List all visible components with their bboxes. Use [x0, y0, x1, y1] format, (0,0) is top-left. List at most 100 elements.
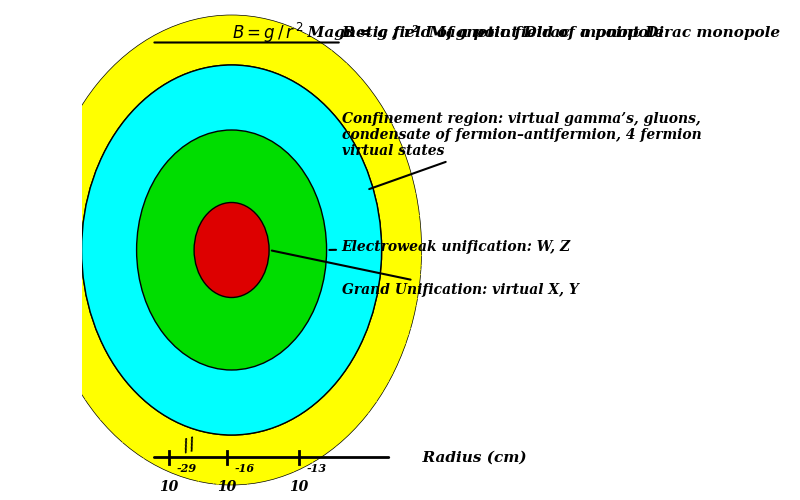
Point: [165, 63, 178, 71]
Point: [48, 232, 61, 239]
Point: [335, 76, 348, 84]
Point: [353, 398, 366, 406]
Point: [104, 94, 117, 102]
Point: [67, 258, 80, 266]
Point: [273, 454, 286, 462]
Point: [354, 365, 367, 373]
Point: [204, 47, 217, 55]
Point: [90, 337, 103, 345]
Point: [383, 145, 396, 153]
Point: [71, 199, 84, 207]
Point: [273, 64, 286, 72]
Point: [70, 174, 83, 182]
Point: [364, 126, 377, 134]
Point: [195, 44, 208, 52]
Point: [92, 150, 105, 158]
Point: [391, 245, 404, 253]
Point: [308, 428, 321, 436]
Point: [208, 34, 221, 42]
Point: [384, 197, 397, 205]
Point: [72, 277, 85, 285]
Point: [97, 104, 110, 112]
Point: [128, 65, 141, 73]
Point: [396, 213, 409, 221]
Point: [222, 36, 235, 44]
Point: [127, 89, 140, 97]
Point: [403, 230, 416, 238]
Point: [41, 228, 54, 236]
Point: [80, 149, 93, 157]
Point: [337, 98, 350, 106]
Point: [334, 88, 346, 96]
Point: [133, 51, 146, 59]
Point: [222, 52, 235, 60]
Point: [310, 64, 323, 72]
Point: [378, 256, 391, 264]
Point: [143, 90, 156, 98]
Point: [371, 295, 384, 303]
Point: [152, 428, 165, 436]
Point: [401, 284, 414, 292]
Point: [142, 428, 154, 436]
Point: [338, 86, 351, 94]
Point: [312, 435, 325, 443]
Point: [37, 273, 50, 281]
Point: [291, 74, 304, 82]
Point: [345, 74, 358, 82]
Point: [64, 262, 77, 270]
Point: [117, 64, 130, 72]
Point: [404, 318, 417, 326]
Point: [290, 445, 302, 453]
Point: [314, 414, 326, 422]
Point: [118, 384, 131, 392]
Point: [214, 12, 226, 20]
Point: [62, 135, 75, 143]
Point: [163, 40, 176, 48]
Point: [310, 86, 323, 94]
Point: [36, 262, 49, 270]
Point: [110, 384, 123, 392]
Point: [380, 332, 393, 340]
Point: [381, 130, 394, 138]
Point: [312, 428, 325, 436]
Point: [158, 54, 171, 62]
Point: [225, 481, 238, 489]
Point: [103, 114, 116, 122]
Point: [274, 66, 286, 74]
Point: [378, 144, 390, 152]
Point: [218, 438, 230, 446]
Point: [366, 152, 378, 160]
Point: [393, 183, 406, 191]
Point: [365, 394, 378, 402]
Point: [374, 198, 386, 206]
Point: [184, 44, 197, 52]
Point: [298, 80, 311, 88]
Point: [53, 208, 66, 216]
Point: [378, 306, 391, 314]
Point: [166, 438, 179, 446]
Point: [151, 61, 164, 69]
Point: [367, 326, 380, 334]
Point: [230, 48, 242, 56]
Point: [395, 184, 408, 192]
Point: [151, 422, 164, 430]
Point: [251, 42, 264, 50]
Point: [120, 69, 133, 77]
Point: [388, 338, 401, 346]
Point: [382, 250, 394, 258]
Point: [351, 397, 364, 405]
Point: [67, 118, 80, 126]
Point: [82, 179, 94, 187]
Point: [286, 442, 299, 450]
Point: [192, 442, 205, 450]
Point: [308, 65, 321, 73]
Point: [314, 68, 327, 76]
Point: [73, 250, 86, 258]
Point: [212, 462, 225, 470]
Point: [142, 70, 154, 78]
Point: [347, 384, 360, 392]
Point: [268, 444, 281, 452]
Point: [108, 374, 121, 382]
Point: [327, 404, 340, 411]
Point: [362, 410, 374, 418]
